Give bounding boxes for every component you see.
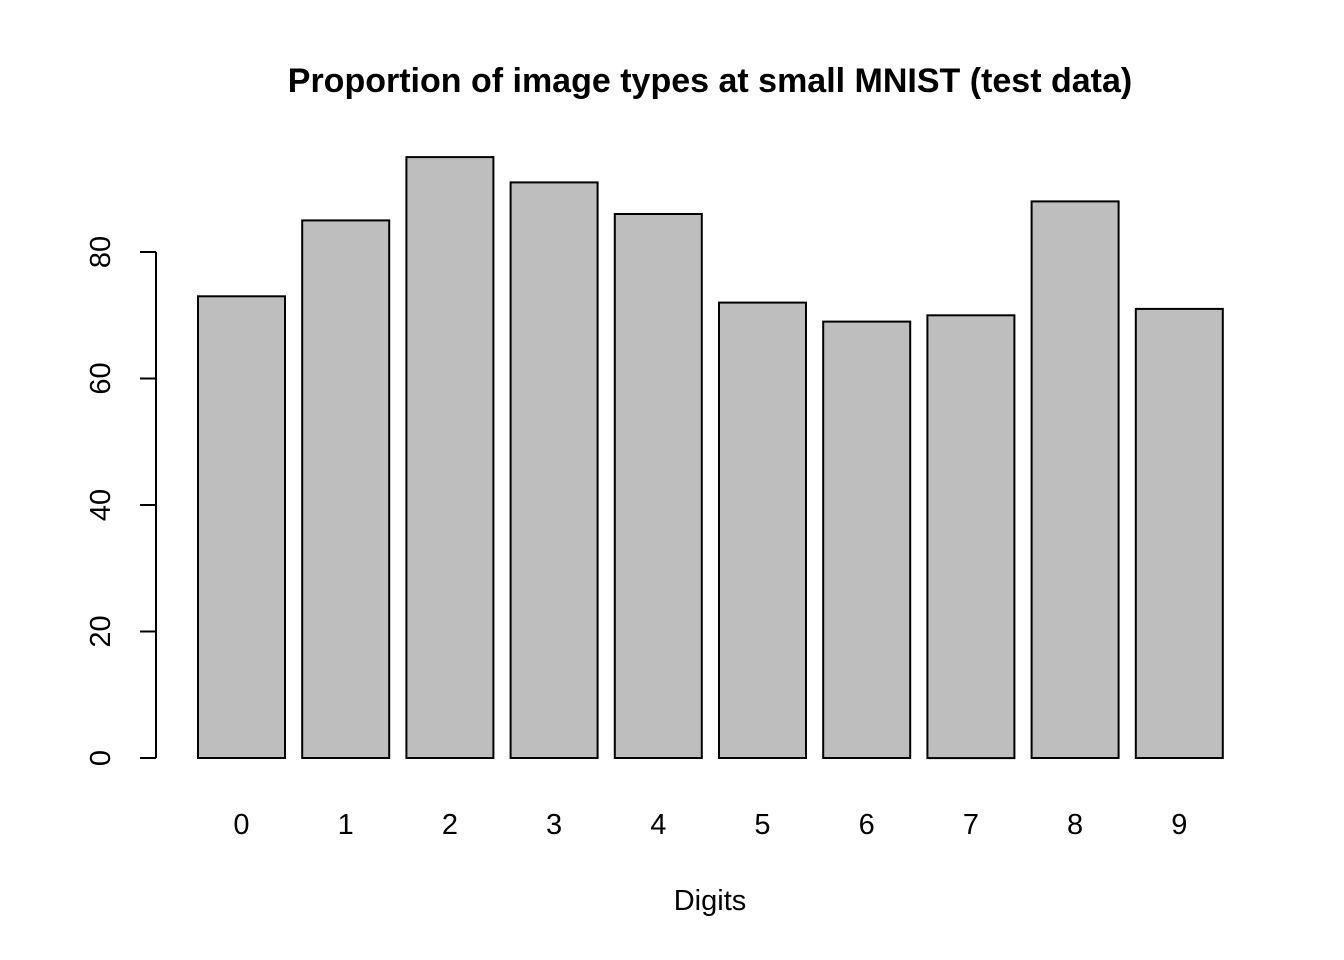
x-tick-label: 0 — [233, 809, 249, 841]
x-tick-label: 5 — [754, 809, 770, 841]
x-tick-label: 9 — [1171, 809, 1187, 841]
bar-6 — [822, 320, 912, 759]
x-tick-label: 7 — [963, 809, 979, 841]
bar-1 — [301, 219, 391, 759]
bar-3 — [509, 181, 599, 759]
bar-2 — [405, 156, 495, 760]
bar-5 — [718, 301, 807, 759]
x-tick-label: 4 — [650, 809, 666, 841]
x-tick-label: 8 — [1067, 809, 1083, 841]
y-tick-label: 0 — [85, 750, 117, 766]
bar-9 — [1134, 307, 1224, 759]
bars-group — [197, 156, 1224, 760]
y-axis: 0 20 40 60 80 — [85, 236, 157, 766]
y-tick-label: 40 — [85, 489, 117, 521]
bar-0 — [197, 295, 286, 759]
x-axis-label: Digits — [674, 885, 747, 917]
x-tick-label: 3 — [546, 809, 562, 841]
bar-7 — [926, 314, 1016, 760]
chart-title: Proportion of image types at small MNIST… — [288, 62, 1132, 100]
bar-8 — [1030, 200, 1120, 759]
y-tick-label: 20 — [85, 615, 117, 647]
bar-4 — [613, 213, 703, 759]
x-tick-label: 6 — [859, 809, 875, 841]
x-tick-label: 1 — [338, 809, 354, 841]
x-tick-labels: 0 1 2 3 4 5 6 7 8 9 — [233, 809, 1187, 841]
x-tick-label: 2 — [442, 809, 458, 841]
y-tick-label: 80 — [85, 236, 117, 268]
y-tick-label: 60 — [85, 362, 117, 394]
